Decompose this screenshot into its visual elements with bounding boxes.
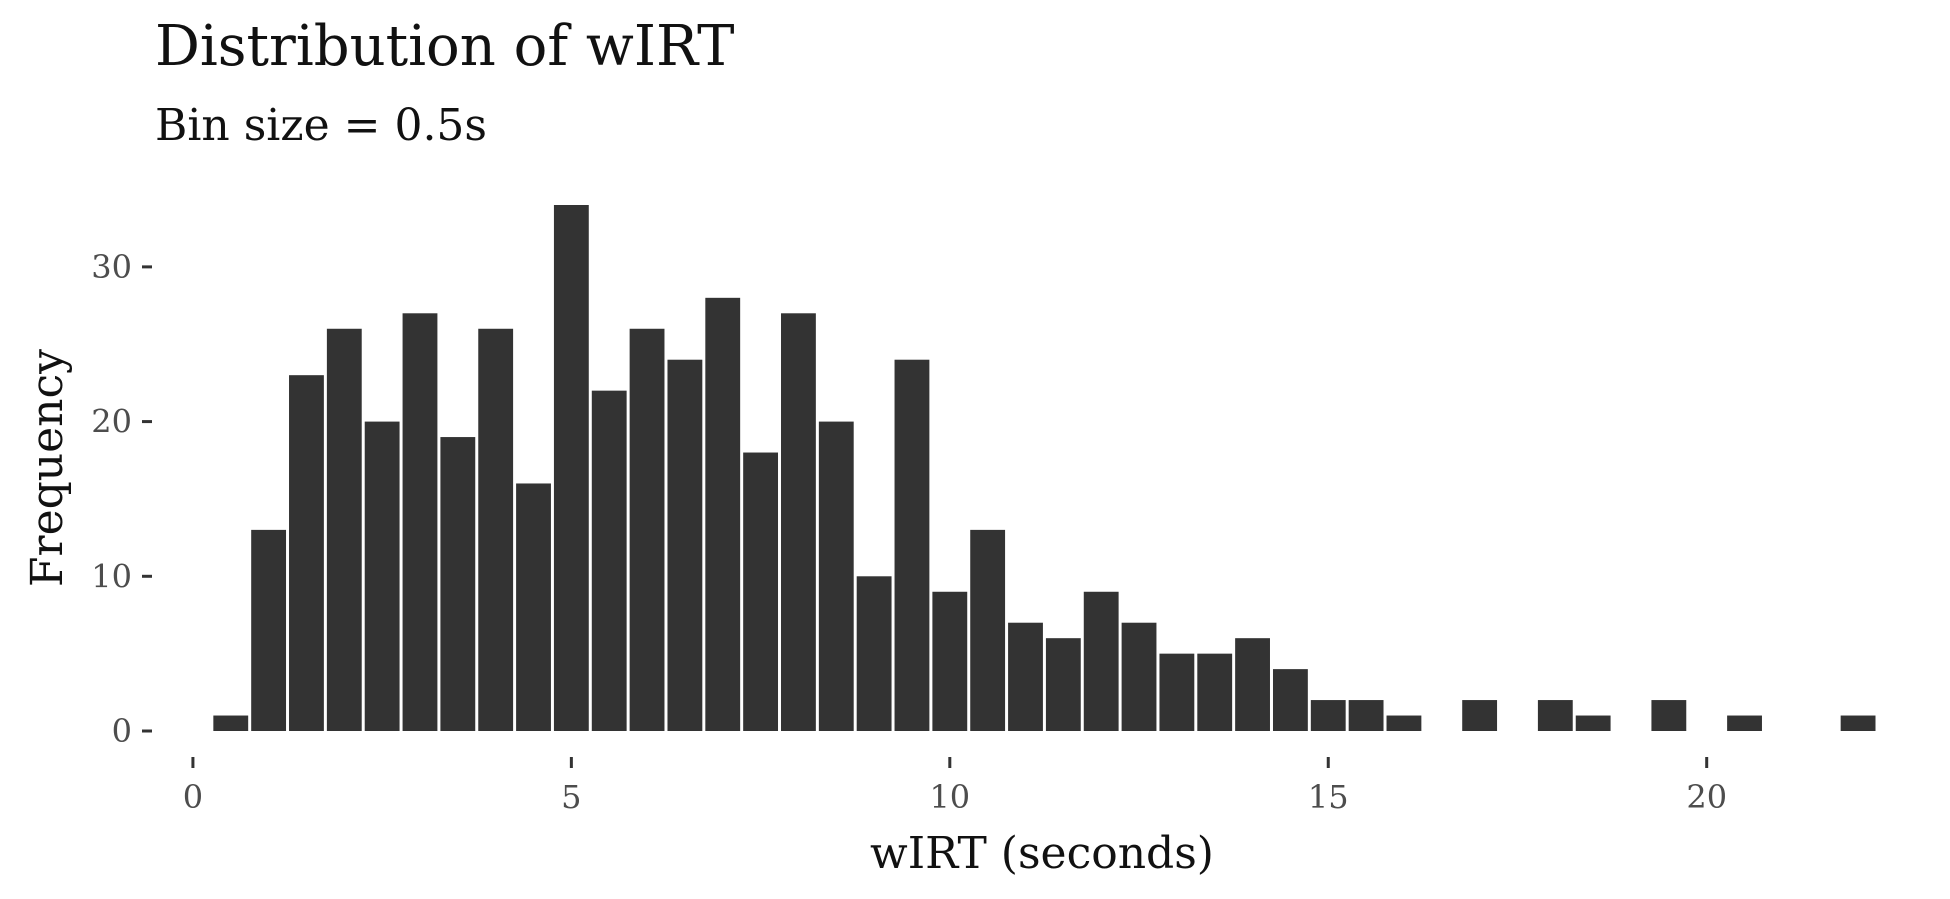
y-tick-label: 20 (91, 403, 132, 441)
histogram-bar (629, 328, 665, 731)
x-tick-label: 0 (183, 778, 203, 816)
histogram-bar (1537, 700, 1573, 731)
histogram-bar (1008, 622, 1043, 731)
histogram-bar (743, 452, 779, 731)
histogram-bar (1840, 715, 1876, 731)
histogram-bar (1575, 715, 1611, 731)
x-tick-label: 5 (561, 778, 581, 816)
chart-title: Distribution of wIRT (155, 14, 735, 79)
x-tick-label: 15 (1308, 778, 1349, 816)
histogram-bar (856, 576, 892, 731)
histogram-bar (591, 390, 627, 731)
histogram-bar (1310, 700, 1346, 731)
x-tick-label: 20 (1686, 778, 1727, 816)
histogram-bar (1727, 715, 1762, 731)
x-axis: 0 5 10 15 20 (183, 757, 1727, 816)
y-axis-title: Frequency (22, 349, 73, 587)
chart-subtitle: Bin size = 0.5s (155, 100, 487, 151)
histogram-bar (1348, 700, 1384, 731)
histogram-bar (781, 313, 816, 731)
histogram-bar (251, 529, 287, 731)
histogram-bar (1159, 653, 1195, 731)
y-tick-label: 10 (91, 557, 132, 595)
histogram-bar (326, 328, 362, 731)
histogram-bar (705, 297, 741, 731)
x-axis-title: wIRT (seconds) (870, 828, 1214, 879)
histogram-bar (1083, 591, 1119, 731)
histogram-bar (932, 591, 968, 731)
histogram-bar (970, 529, 1006, 731)
histogram-bar (440, 437, 476, 731)
histogram-bar (1386, 715, 1422, 731)
histogram-bar (1197, 653, 1233, 731)
y-tick-label: 30 (91, 248, 132, 286)
histogram-bar (402, 313, 438, 731)
histogram-bar (364, 421, 400, 731)
histogram-bar (553, 205, 589, 731)
histogram-bar (289, 375, 324, 731)
y-tick-label: 0 (112, 712, 132, 750)
histogram-bar (1272, 669, 1308, 731)
histogram-bar (213, 715, 249, 731)
histogram-bar (894, 359, 930, 731)
histogram-bar (1462, 700, 1498, 731)
histogram-bar (1045, 638, 1081, 731)
histogram-bar (478, 328, 514, 731)
histogram-bar (667, 359, 703, 731)
histogram-bar (516, 483, 551, 731)
histogram-bar (1651, 700, 1687, 731)
histogram-bar (818, 421, 854, 731)
histogram-bar (1235, 638, 1270, 731)
bars-group (213, 205, 1876, 731)
x-tick-label: 10 (929, 778, 970, 816)
histogram-bar (1121, 622, 1157, 731)
y-axis: 0 10 20 30 (91, 248, 152, 750)
